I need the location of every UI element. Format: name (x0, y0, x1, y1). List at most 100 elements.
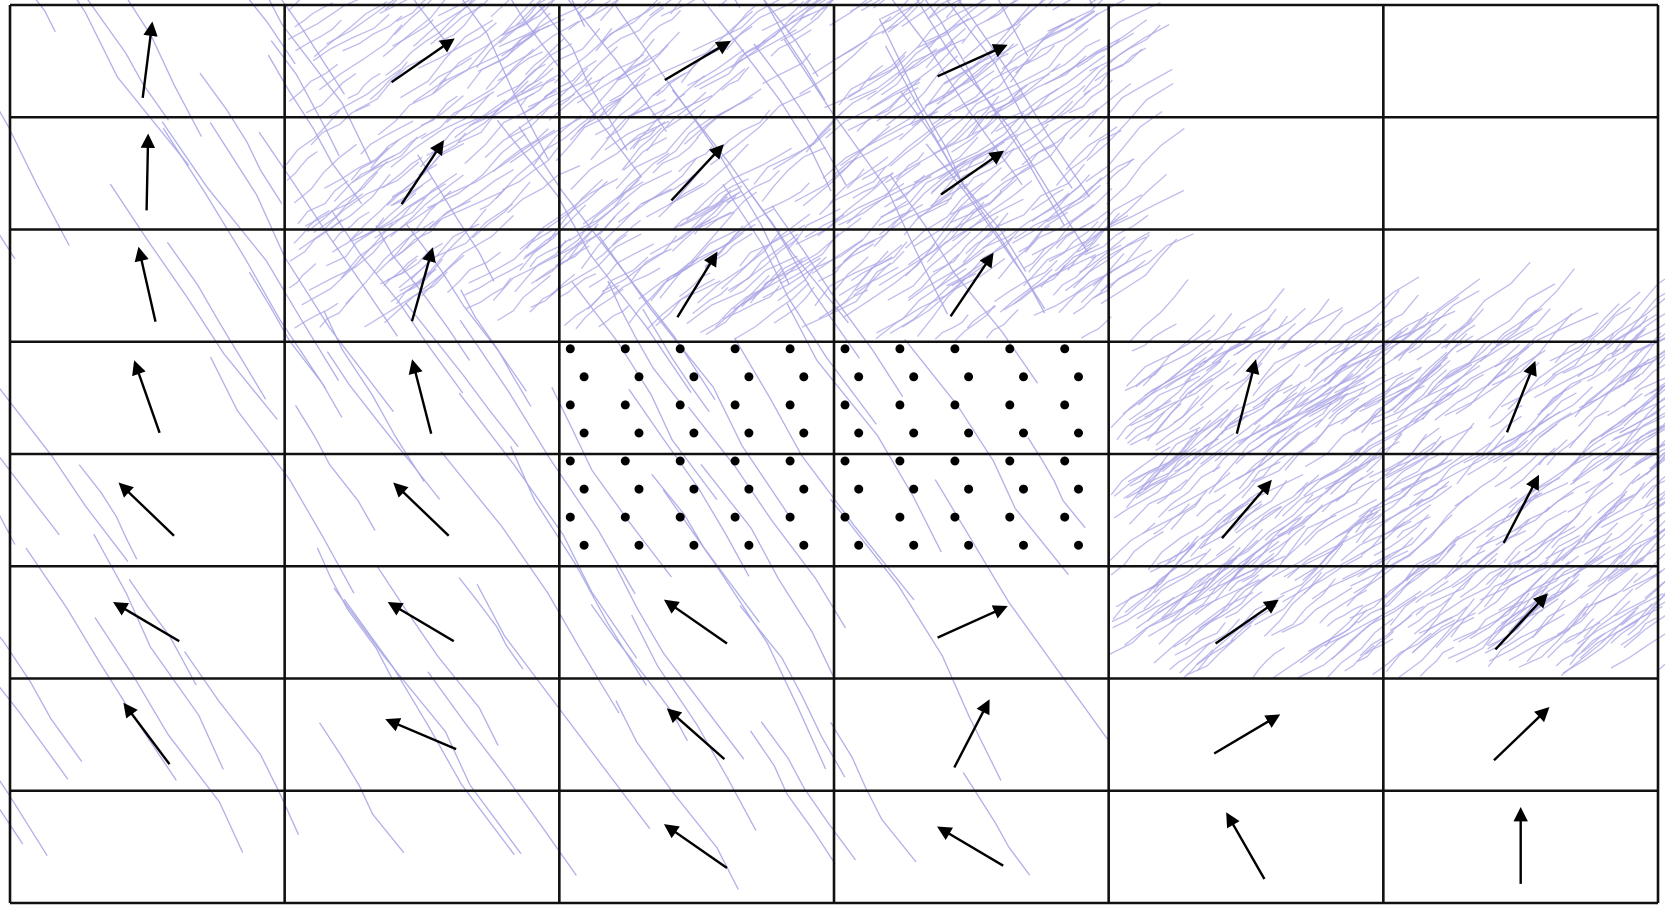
trajectory-line (345, 220, 435, 305)
trajectory-line (567, 0, 667, 132)
trajectory-line (497, 274, 551, 321)
trajectory-line (936, 228, 1008, 290)
trajectory-line (946, 0, 1073, 189)
lattice-dot (1019, 484, 1028, 494)
trajectory-line (553, 179, 640, 259)
trajectory-line (652, 136, 699, 174)
trajectory-line (1251, 452, 1290, 483)
trajectory-line (1355, 433, 1428, 503)
trajectory-line (1004, 123, 1049, 154)
trajectory-line (1312, 321, 1372, 372)
trajectory-line (1384, 422, 1475, 491)
trajectory-line (678, 146, 713, 173)
trajectory-line (616, 152, 670, 200)
trajectory-line (873, 0, 886, 9)
trajectory-line (559, 77, 593, 107)
lattice-dot (785, 344, 795, 354)
trajectory-line (607, 7, 665, 49)
trajectory-line (607, 280, 684, 407)
trajectory-line (93, 533, 224, 770)
trajectory-line (1491, 312, 1573, 386)
trajectory-line (458, 392, 638, 659)
trajectory-line (1006, 0, 1046, 31)
trajectory-line (1629, 332, 1665, 363)
lattice-dot (620, 400, 630, 410)
trajectory-line (1147, 596, 1175, 622)
trajectory-line (1113, 480, 1169, 519)
trajectory-line (1481, 432, 1524, 457)
trajectory-line (1485, 550, 1521, 586)
trajectory-line (1184, 573, 1272, 646)
trajectory-line (426, 190, 504, 231)
trajectory-line (288, 263, 317, 289)
vector-arrows (113, 21, 1550, 884)
trajectory-line (1364, 630, 1395, 655)
vector-arrow (1494, 593, 1548, 651)
trajectory-line (1161, 545, 1265, 621)
lattice-dot (964, 484, 974, 494)
trajectory-line (1310, 347, 1349, 383)
trajectory-line (1494, 452, 1540, 488)
trajectory-line (1412, 612, 1476, 653)
trajectory-line (1188, 359, 1231, 395)
trajectory-line (468, 230, 553, 284)
trajectory-line (1438, 339, 1496, 383)
trajectory-line (830, 498, 1002, 781)
vector-arrow (1213, 714, 1281, 755)
trajectory-line (420, 91, 495, 140)
trajectory-line (856, 87, 919, 133)
lattice-dot (1005, 344, 1015, 354)
lattice-dot (854, 372, 864, 382)
trajectory-line (1607, 392, 1643, 417)
vector-arrow (937, 44, 1008, 78)
trajectory-line (1127, 408, 1229, 483)
trajectory-line (1350, 514, 1453, 587)
lattice-dot (950, 344, 960, 354)
trajectory-line (1287, 511, 1317, 536)
lattice-dot (854, 428, 864, 438)
trajectory-line (760, 721, 857, 861)
trajectory-line (501, 0, 555, 36)
trajectory-line (1369, 351, 1448, 423)
trajectory-line (685, 147, 792, 221)
trajectory-line (476, 583, 651, 830)
trajectory-line (1389, 556, 1463, 626)
trajectory-line (1236, 307, 1306, 355)
trajectory-line (1323, 327, 1409, 383)
trajectory-line (1125, 400, 1179, 440)
trajectory-line (990, 88, 1059, 135)
trajectory-line (1587, 554, 1621, 588)
trajectory-line (881, 2, 917, 25)
trajectory-line (398, 223, 480, 289)
trajectory-line (1500, 561, 1570, 625)
trajectory-line (1488, 599, 1566, 662)
trajectory-line (1234, 503, 1263, 532)
trajectory-line (509, 27, 601, 101)
trajectory-line (1416, 308, 1484, 361)
trajectory-line (721, 213, 811, 290)
trajectory-line (1549, 291, 1641, 362)
lattice-dot (785, 512, 795, 522)
trajectory-line (598, 235, 790, 516)
trajectory-line (881, 0, 921, 35)
trajectory-line (1212, 424, 1261, 473)
lattice-dot (1005, 512, 1015, 522)
trajectory-line (726, 169, 780, 204)
trajectory-line (1500, 350, 1579, 408)
trajectory-line (686, 255, 798, 325)
trajectory-line (1147, 563, 1245, 637)
trajectory-line (945, 0, 963, 19)
trajectory-line (924, 0, 1066, 227)
trajectory-line (873, 197, 953, 248)
trajectory-line (1027, 437, 1086, 529)
vector-arrow (940, 150, 1005, 196)
trajectory-line (985, 309, 1019, 339)
trajectory-line (1450, 575, 1519, 638)
trajectory-line (1299, 633, 1349, 664)
trajectory-line (332, 211, 370, 243)
trajectory-line (1619, 527, 1665, 559)
trajectory-line (1199, 480, 1288, 549)
trajectory-line (509, 12, 551, 51)
trajectory-line (1373, 514, 1429, 557)
trajectory-line (389, 219, 442, 262)
